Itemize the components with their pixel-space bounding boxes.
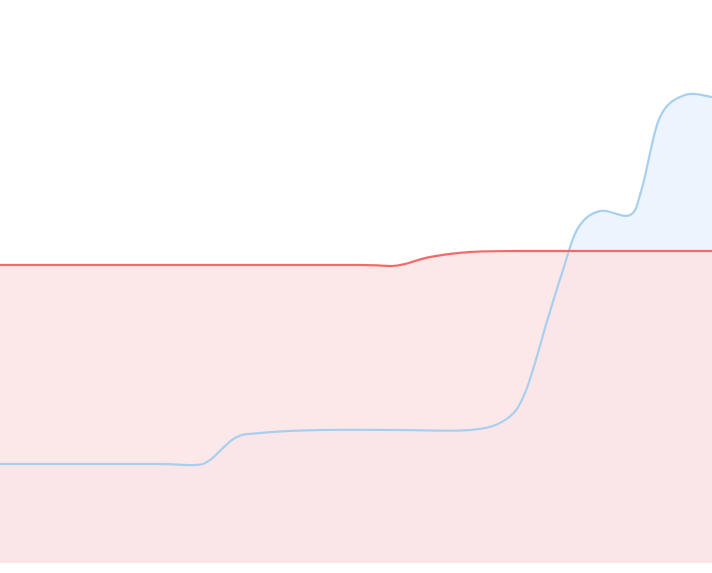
series-1-area: [0, 250, 712, 564]
series-1-line: [0, 249, 712, 268]
series-2-line: [0, 92, 712, 467]
